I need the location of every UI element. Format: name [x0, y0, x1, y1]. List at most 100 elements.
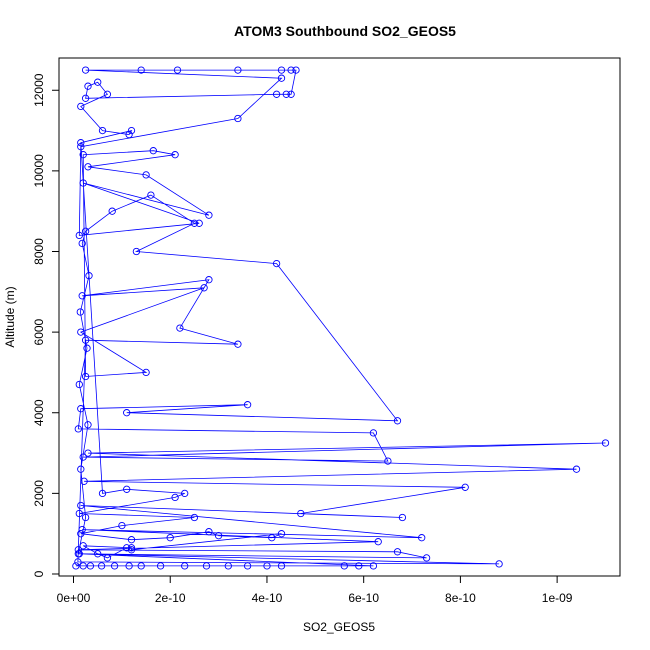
- data-point: [72, 562, 80, 570]
- data-point: [572, 465, 581, 473]
- data-point: [81, 94, 90, 102]
- data-point: [422, 554, 431, 562]
- data-point: [277, 74, 286, 82]
- data-point: [195, 219, 203, 227]
- data-point: [214, 532, 223, 540]
- data-point: [176, 324, 184, 332]
- data-point: [137, 562, 145, 570]
- data-point: [94, 550, 102, 558]
- data-point: [86, 562, 95, 570]
- data-point: [77, 143, 85, 151]
- data-point: [243, 562, 252, 570]
- data-point: [103, 554, 112, 562]
- data-point: [287, 66, 295, 74]
- data-point: [173, 66, 182, 74]
- data-point: [75, 509, 83, 518]
- data-point: [461, 483, 469, 491]
- data-point: [81, 66, 90, 74]
- data-point: [79, 151, 87, 159]
- series-line: [75, 69, 606, 567]
- data-point: [340, 562, 348, 570]
- data-point: [74, 558, 82, 566]
- data-point: [84, 421, 92, 429]
- data-point: [181, 489, 189, 498]
- data-point: [76, 308, 84, 316]
- x-tick-label: 2e-10: [155, 591, 186, 605]
- data-point: [125, 130, 133, 139]
- data-point: [127, 544, 136, 552]
- data-point: [110, 562, 119, 570]
- data-point: [601, 439, 610, 447]
- data-point: [287, 90, 295, 98]
- data-point: [81, 513, 90, 522]
- data-point: [277, 562, 286, 570]
- x-tick-label: 0e+00: [57, 591, 91, 605]
- data-point: [369, 429, 378, 437]
- y-tick-label: 12000: [32, 73, 46, 107]
- data-point: [234, 66, 242, 74]
- data-point: [79, 562, 87, 570]
- data-point: [272, 259, 281, 268]
- data-point: [205, 276, 213, 284]
- data-point: [398, 513, 407, 522]
- data-point: [495, 560, 503, 568]
- data-point: [127, 546, 136, 554]
- data-point: [166, 534, 174, 542]
- data-point: [224, 562, 232, 570]
- chart-title: ATOM3 Southbound SO2_GEOS5: [234, 23, 456, 39]
- data-point: [78, 525, 86, 534]
- data-point: [108, 207, 116, 215]
- data-point: [75, 550, 83, 558]
- data-point: [123, 485, 131, 493]
- data-point: [77, 465, 85, 473]
- data-point: [98, 489, 107, 498]
- data-point: [181, 562, 189, 570]
- data-point: [142, 171, 150, 179]
- data-point: [80, 477, 88, 485]
- data-point: [94, 78, 102, 86]
- x-tick-label: 1e-09: [542, 591, 573, 605]
- data-point: [84, 82, 92, 90]
- data-point: [74, 425, 82, 433]
- data-point: [393, 417, 402, 425]
- data-point: [84, 449, 92, 457]
- data-point: [268, 534, 276, 542]
- data-point: [127, 126, 136, 135]
- data-point: [77, 405, 85, 413]
- data-point: [79, 542, 87, 550]
- y-tick-label: 6000: [32, 318, 46, 345]
- x-tick-label: 4e-10: [252, 591, 283, 605]
- data-point: [77, 102, 85, 111]
- data-point: [81, 372, 90, 381]
- data-point: [263, 562, 271, 570]
- data-point: [79, 179, 87, 187]
- data-point: [132, 247, 141, 256]
- data-point: [77, 501, 85, 510]
- data-point: [171, 151, 179, 159]
- data-point: [78, 292, 86, 300]
- x-tick-label: 6e-10: [348, 591, 379, 605]
- y-axis-label: Altitude (m): [3, 286, 17, 347]
- data-point: [78, 239, 86, 248]
- y-tick-label: 4000: [32, 399, 46, 426]
- data-point: [149, 147, 157, 155]
- data-point: [297, 509, 305, 518]
- data-point: [81, 336, 90, 344]
- data-point: [77, 139, 85, 147]
- data-point: [97, 562, 106, 570]
- data-point: [74, 546, 82, 554]
- data-point: [142, 368, 150, 377]
- data-point: [272, 90, 281, 98]
- x-tick-label: 8e-10: [445, 591, 476, 605]
- y-tick-label: 10000: [32, 154, 46, 188]
- data-point: [156, 562, 165, 570]
- x-axis-label: SO2_GEOS5: [303, 620, 375, 634]
- data-point: [77, 530, 85, 538]
- y-tick-label: 0: [32, 570, 46, 577]
- data-point: [79, 453, 87, 461]
- data-point: [127, 536, 136, 544]
- data-point: [84, 163, 92, 171]
- data-point: [277, 66, 286, 74]
- data-point: [369, 562, 378, 570]
- data-point: [75, 380, 83, 389]
